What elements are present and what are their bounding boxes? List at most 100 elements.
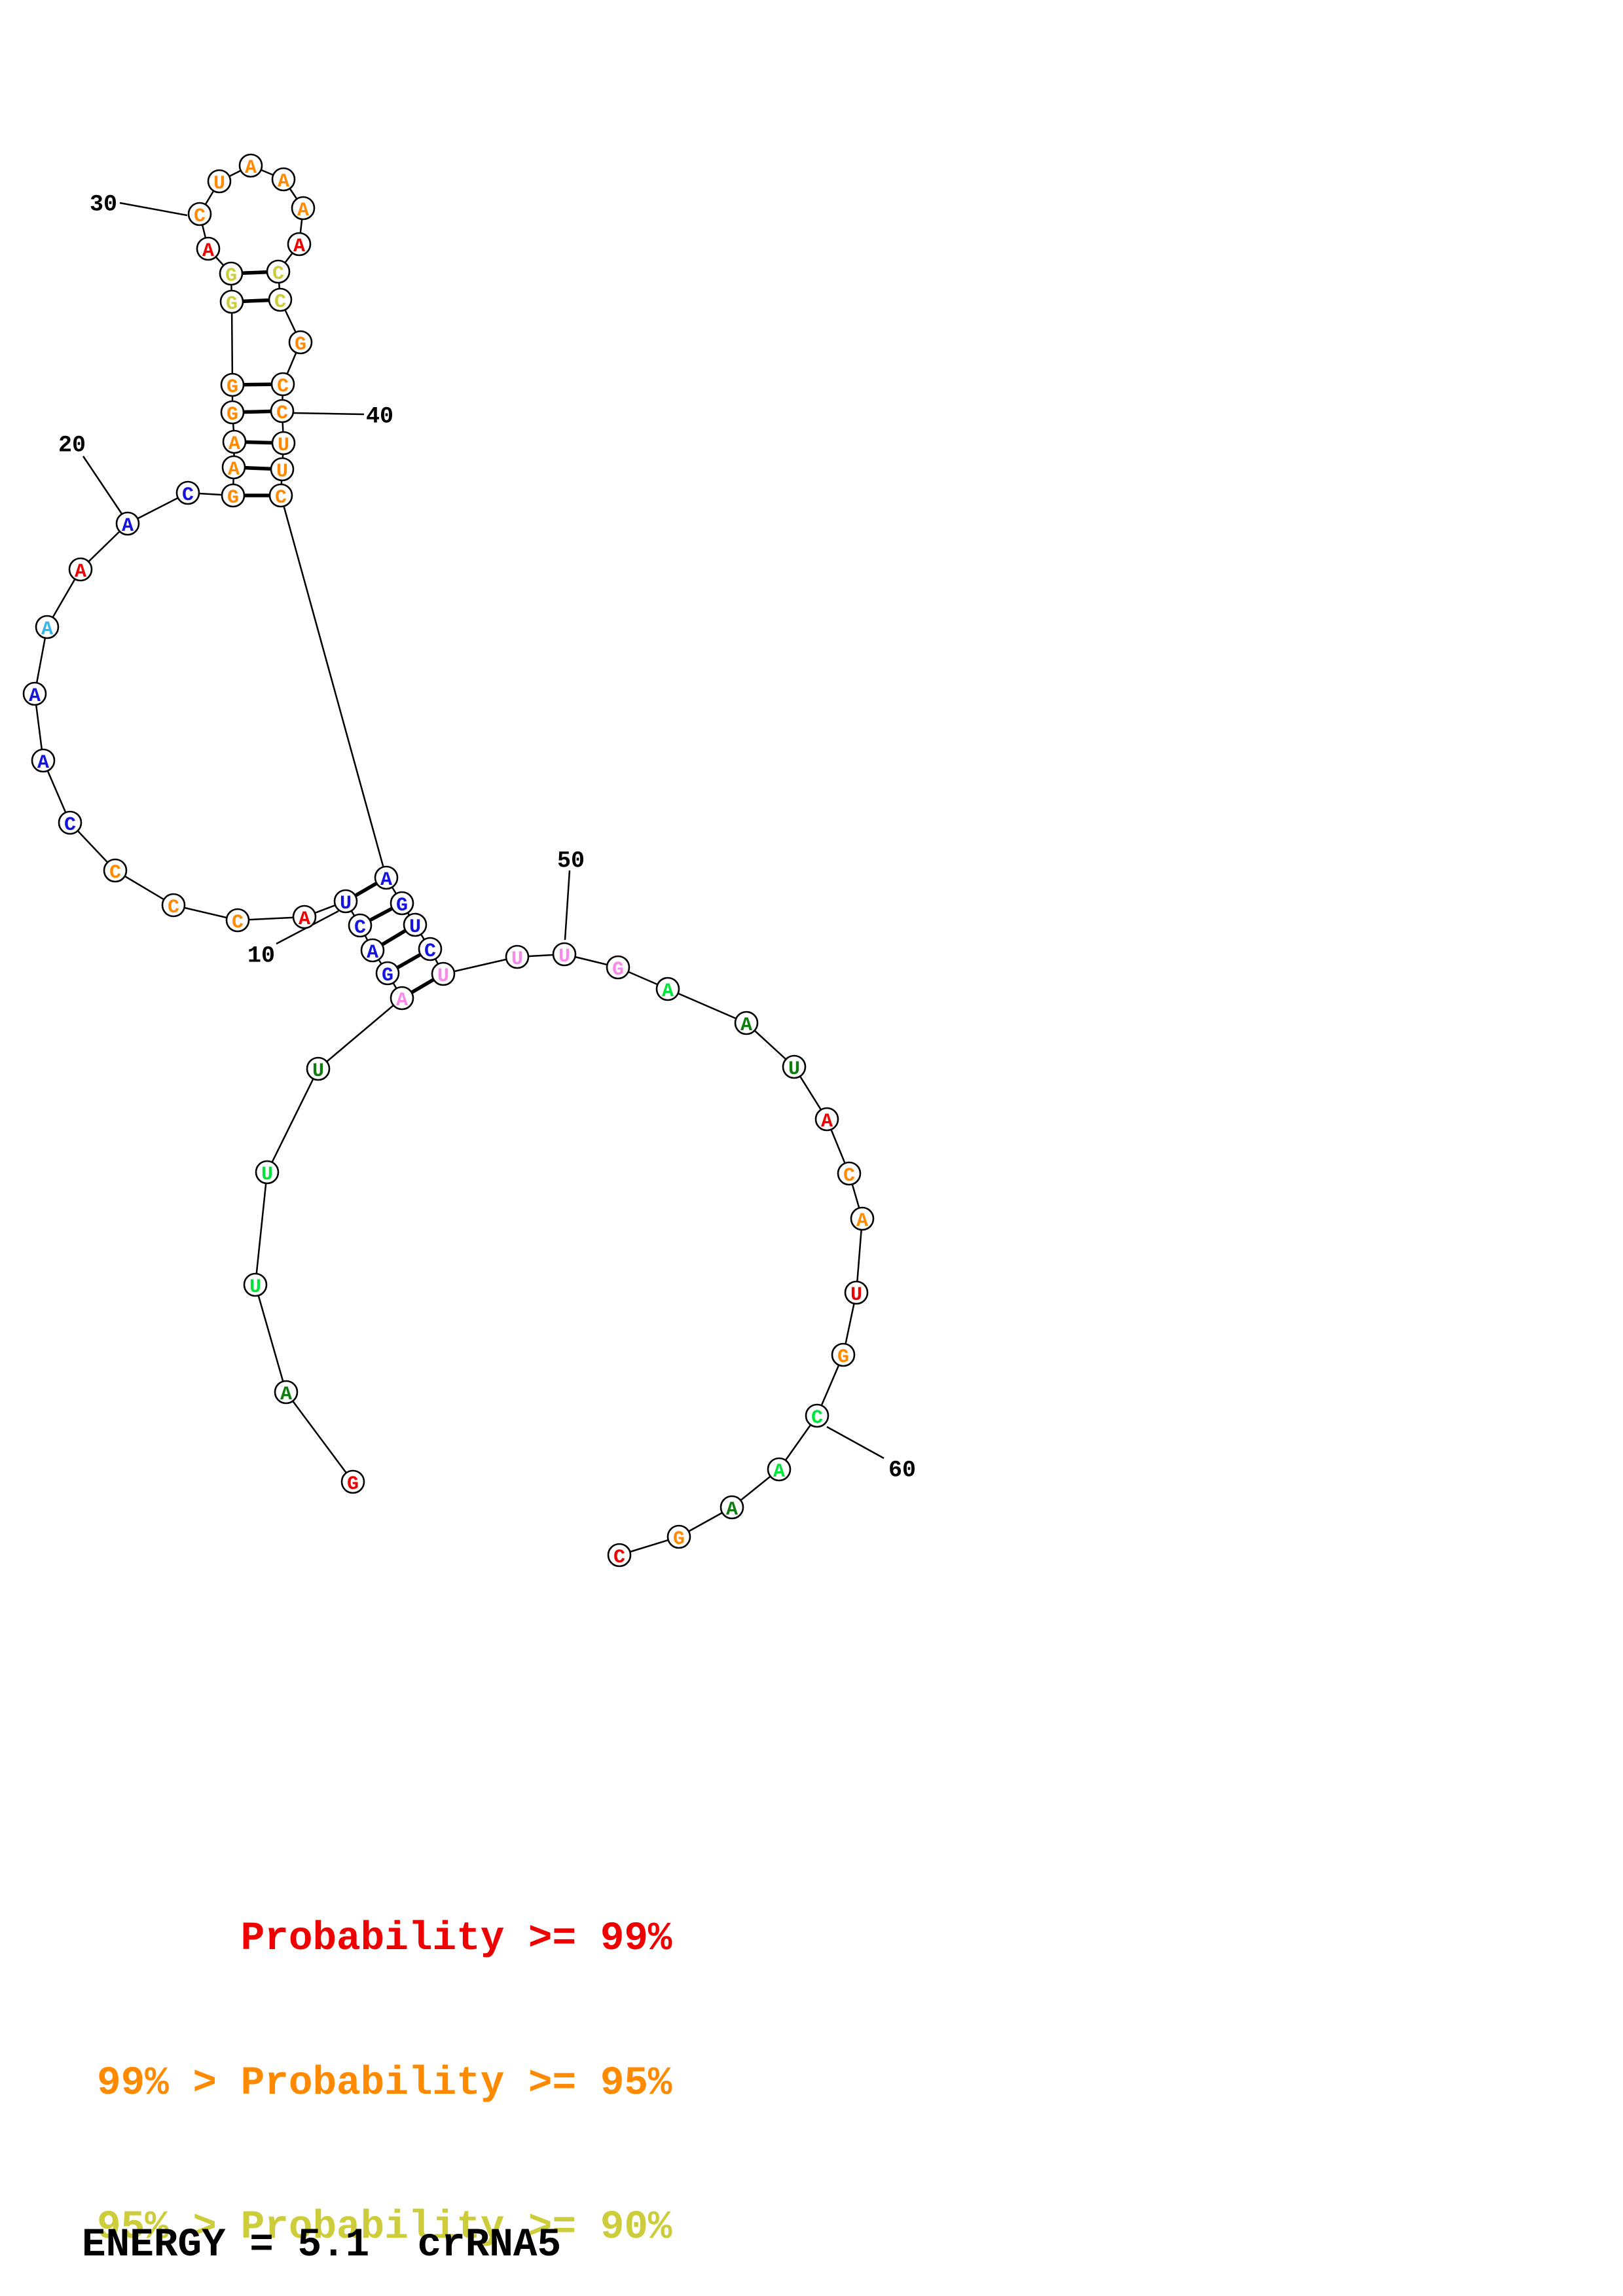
nucleotide-circle-56-C xyxy=(837,1161,862,1186)
nucleotide-letter-19-A: A xyxy=(75,561,86,583)
nucleotide-letter-25-G: G xyxy=(227,404,238,426)
nucleotide-letter-3-U: U xyxy=(249,1276,261,1299)
nucleotide-circle-63-G xyxy=(666,1524,691,1549)
nucleotide-circle-18-A xyxy=(35,615,60,639)
nucleotide-circle-21-C xyxy=(175,480,200,505)
nucleotide-letter-53-A: A xyxy=(740,1014,752,1037)
nucleotide-circle-22-G xyxy=(221,483,246,508)
nucleotide-letter-30-C: C xyxy=(194,206,206,228)
label-line-40 xyxy=(293,412,365,416)
nucleotide-letter-60-C: C xyxy=(811,1407,823,1429)
nucleotide-letter-36-C: C xyxy=(272,263,284,285)
nucleotide-circle-61-A xyxy=(767,1457,792,1482)
nucleotide-letter-7-G: G xyxy=(382,965,393,987)
legend-row-prob-95-99: 99% > Probability >= 95% xyxy=(97,2060,672,2106)
nucleotide-circle-60-C xyxy=(805,1403,830,1428)
nucleotide-letter-13-C: C xyxy=(168,897,179,919)
nucleotide-circle-2-A xyxy=(274,1380,299,1405)
nucleotide-letter-34-A: A xyxy=(297,200,309,222)
nucleotide-circle-8-A xyxy=(360,938,385,963)
nucleotide-letter-64-C: C xyxy=(613,1547,625,1569)
nucleotide-circle-29-A xyxy=(196,236,221,261)
nucleotide-letter-47-C: C xyxy=(424,941,436,963)
nucleotide-letter-39-C: C xyxy=(277,376,289,398)
nucleotide-letter-45-G: G xyxy=(396,895,408,917)
nucleotide-circle-6-A xyxy=(390,986,414,1011)
nucleotide-letter-23-A: A xyxy=(228,459,240,481)
nucleotide-circle-34-A xyxy=(291,196,316,221)
nucleotide-letter-9-C: C xyxy=(354,917,366,939)
nucleotide-letter-40-C: C xyxy=(276,403,288,425)
nucleotide-letter-5-U: U xyxy=(312,1060,324,1083)
nucleotide-letter-29-A: A xyxy=(202,240,214,262)
nucleotide-letter-26-G: G xyxy=(227,376,238,399)
nucleotide-circle-59-G xyxy=(831,1342,856,1367)
nucleotide-letter-61-A: A xyxy=(773,1461,785,1483)
nucleotide-letter-31-U: U xyxy=(213,173,225,195)
nucleotide-circle-1-G xyxy=(340,1469,365,1494)
nucleotide-circle-35-A xyxy=(287,232,312,257)
nucleotide-circle-7-G xyxy=(375,961,400,986)
nucleotide-letter-42-U: U xyxy=(276,461,288,483)
nucleotide-circle-46-U xyxy=(403,912,428,937)
nucleotide-letter-1-G: G xyxy=(347,1473,359,1496)
nucleotide-letter-63-G: G xyxy=(673,1528,685,1551)
nucleotide-letter-18-A: A xyxy=(41,619,53,641)
nucleotide-circle-15-C xyxy=(58,810,82,835)
nucleotide-letter-10-U: U xyxy=(340,893,352,915)
nucleotide-letter-43-C: C xyxy=(275,487,287,509)
probability-legend: Probability >= 99% 99% > Probability >= … xyxy=(97,1819,672,2296)
nucleotide-letter-50-U: U xyxy=(558,946,570,968)
nucleotide-circle-13-C xyxy=(161,893,186,918)
legend-row-prob-99: Probability >= 99% xyxy=(97,1916,672,1962)
nucleotide-letter-8-A: A xyxy=(367,942,378,964)
nucleotide-letter-58-U: U xyxy=(850,1284,862,1306)
nucleotide-circle-24-A xyxy=(222,429,247,454)
nucleotide-letter-44-A: A xyxy=(380,869,392,891)
position-label-60: 60 xyxy=(888,1458,916,1484)
nucleotide-circle-30-C xyxy=(187,202,212,226)
nucleotide-letter-51-G: G xyxy=(612,959,624,981)
nucleotide-circle-26-G xyxy=(220,372,245,397)
position-label-30: 30 xyxy=(90,192,117,218)
nucleotide-letter-57-A: A xyxy=(856,1210,868,1232)
nucleotide-circle-39-C xyxy=(270,372,295,397)
nucleotide-letter-38-G: G xyxy=(295,334,306,356)
nucleotide-letter-15-C: C xyxy=(64,814,76,836)
nucleotide-circle-44-A xyxy=(374,865,399,890)
position-label-40: 40 xyxy=(366,404,393,430)
nucleotide-letter-48-U: U xyxy=(437,965,449,988)
nucleotide-letter-6-A: A xyxy=(396,990,408,1012)
label-line-60 xyxy=(826,1426,884,1460)
nucleotide-circle-64-C xyxy=(607,1543,632,1568)
backbone-segment-3-4 xyxy=(254,1172,268,1285)
backbone-segment-5-6 xyxy=(318,997,403,1069)
nucleotide-circle-42-U xyxy=(270,457,295,482)
nucleotide-letter-4-U: U xyxy=(261,1164,273,1186)
backbone-segment-43-44 xyxy=(280,495,388,878)
nucleotide-circle-16-A xyxy=(31,748,56,773)
nucleotide-circle-5-U xyxy=(306,1056,331,1081)
nucleotide-letter-32-A: A xyxy=(245,157,257,179)
nucleotide-letter-12-C: C xyxy=(232,912,244,934)
nucleotide-circle-55-A xyxy=(814,1107,839,1132)
nucleotide-letter-27-G: G xyxy=(226,293,238,315)
nucleotide-letter-49-U: U xyxy=(511,948,523,971)
nucleotide-circle-40-C xyxy=(270,399,295,423)
nucleotide-letter-22-G: G xyxy=(227,487,239,509)
nucleotide-letter-28-G: G xyxy=(225,265,237,287)
nucleotide-circle-51-G xyxy=(606,955,630,980)
backbone-segment-57-58 xyxy=(855,1218,864,1293)
nucleotide-circle-41-U xyxy=(271,431,296,456)
nucleotide-letter-20-A: A xyxy=(122,515,134,537)
nucleotide-circle-38-G xyxy=(288,330,313,355)
nucleotide-circle-33-A xyxy=(271,167,296,192)
nucleotide-circle-58-U xyxy=(844,1280,869,1305)
nucleotide-letter-52-A: A xyxy=(662,980,674,1003)
position-label-10: 10 xyxy=(247,943,275,969)
backbone-segment-1-2 xyxy=(285,1391,354,1482)
nucleotide-circle-11-A xyxy=(292,905,317,929)
nucleotide-circle-28-G xyxy=(219,261,244,286)
